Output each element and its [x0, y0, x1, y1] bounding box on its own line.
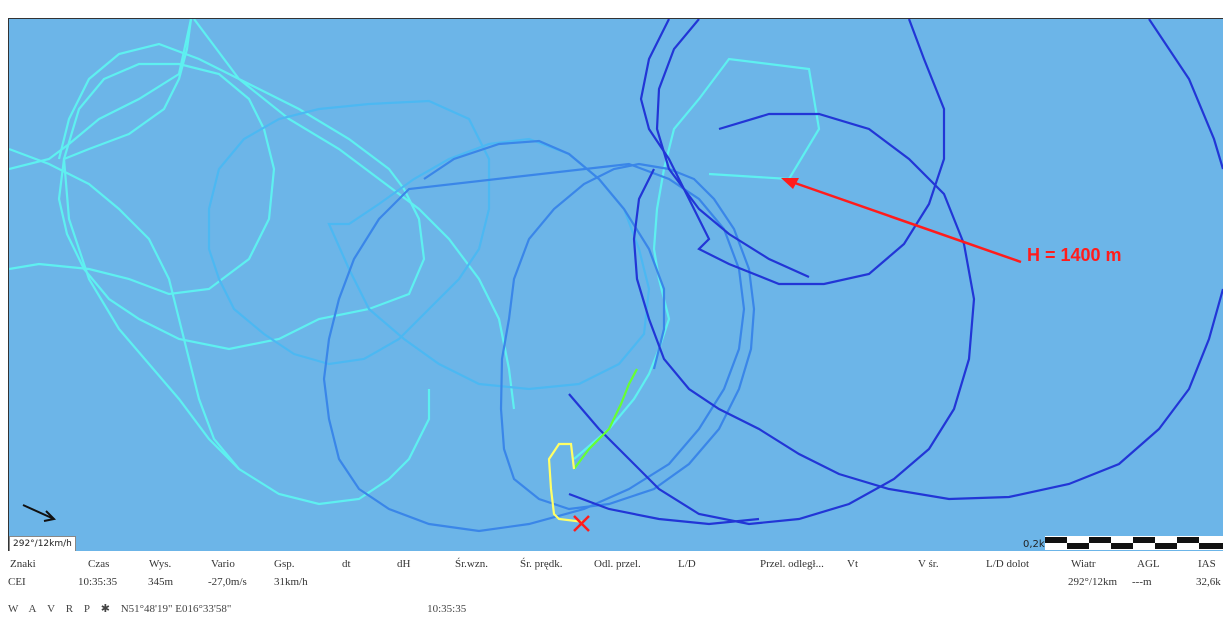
value-ias: 32,6k	[1196, 576, 1221, 588]
thermal-circle-dark-5	[632, 168, 1223, 501]
header-wiatr: Wiatr	[1071, 558, 1096, 570]
thermal-circle-cyan-1	[9, 19, 193, 171]
glider-position-marker	[573, 515, 590, 532]
header-agl: AGL	[1137, 558, 1160, 570]
scale-label: 0,2km	[1023, 539, 1055, 550]
thermal-circle-dark-6	[568, 492, 760, 526]
value-znaki: CEI	[8, 576, 26, 588]
thermal-circle-lightblue-2	[327, 137, 651, 391]
header-wys: Wys.	[149, 558, 172, 570]
value-gsp: 31km/h	[274, 576, 308, 588]
mode-letter-p[interactable]: P	[83, 603, 90, 615]
flight-track-plot	[9, 19, 1223, 533]
header-v-sr: V śr.	[918, 558, 939, 570]
mode-letter-w[interactable]: W	[8, 603, 19, 615]
track-yellow-segment	[547, 442, 585, 524]
header-sr-predk: Śr. prędk.	[520, 558, 563, 570]
value-czas: 10:35:35	[78, 576, 118, 588]
flight-map[interactable]: H = 1400 m 292°/12km/h 0,2km	[8, 18, 1223, 551]
thermal-circle-mid-1	[423, 139, 666, 370]
header-dt: dt	[342, 558, 351, 570]
scale-bar	[1045, 536, 1223, 550]
settings-icon[interactable]: ✱	[100, 603, 110, 615]
thermal-circle-dark-3	[568, 112, 976, 526]
header-sr-wzn: Śr.wzn.	[455, 558, 488, 570]
thermal-circle-cyan-5	[193, 19, 516, 410]
status-row: W A V R P ✱ N51°48'19" E016°33'58" 10:35…	[8, 602, 474, 615]
header-vt: Vt	[847, 558, 858, 570]
header-znaki: Znaki	[10, 558, 36, 570]
header-ld-dolot: L/D dolot	[986, 558, 1030, 570]
thermal-circle-dark-1	[639, 19, 946, 286]
header-odl-przel: Odl. przel.	[594, 558, 641, 570]
status-time: 10:35:35	[427, 603, 467, 615]
value-agl: ---m	[1132, 576, 1152, 588]
thermal-circle-cyan-4	[9, 147, 240, 470]
mode-letter-a[interactable]: A	[28, 603, 37, 615]
wind-arrow-icon	[22, 504, 57, 522]
mode-letter-r[interactable]: R	[65, 603, 74, 615]
header-czas: Czas	[88, 558, 110, 570]
wind-label: 292°/12km/h	[9, 536, 76, 551]
thermal-circle-cyan-3	[9, 62, 431, 506]
header-gsp: Gsp.	[274, 558, 295, 570]
coordinates-readout: N51°48'19" E016°33'58"	[120, 603, 232, 615]
thermal-circle-dark-2	[655, 19, 810, 279]
annotation-arrow-head	[781, 178, 799, 189]
annotation-arrow-line	[791, 180, 1022, 264]
thermal-circle-cyan-2	[57, 19, 426, 351]
thermal-circle-lightblue-1	[207, 99, 491, 366]
header-przel-odleg: Przel. odległ...	[760, 558, 824, 570]
thermal-circle-cyan-6	[573, 57, 821, 460]
thermal-circle-mid-3	[499, 162, 756, 511]
header-dh: dH	[397, 558, 411, 570]
value-wiatr: 292°/12km	[1068, 576, 1118, 588]
thermal-circle-mid-2	[322, 162, 746, 533]
mode-letter-v[interactable]: V	[47, 603, 56, 615]
flight-data-panel: Znaki Czas Wys. Vario Gsp. dt dH Śr.wzn.…	[8, 552, 1224, 617]
track-green-segment	[573, 368, 638, 470]
thermal-circle-dark-4	[1148, 19, 1223, 170]
value-vario: -27,0m/s	[208, 576, 247, 588]
altitude-annotation: H = 1400 m	[1027, 245, 1122, 265]
value-wys: 345m	[148, 576, 174, 588]
header-vario: Vario	[211, 558, 235, 570]
header-ias: IAS	[1198, 558, 1216, 570]
header-ld: L/D	[678, 558, 696, 570]
